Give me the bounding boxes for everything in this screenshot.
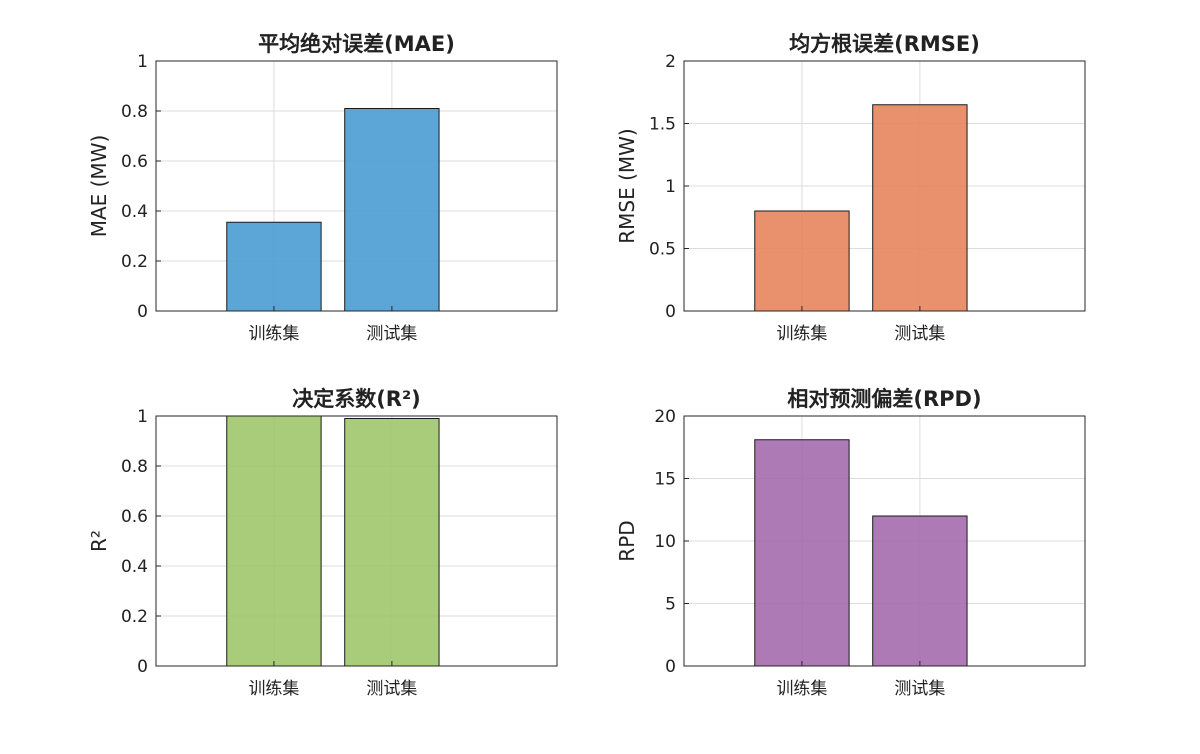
y-tick-label: 0.8 xyxy=(121,457,148,477)
y-tick-label: 10 xyxy=(654,532,676,552)
subplot-rmse: 0 0.5 1 1.5 2 训练集 测试集 均方根误差(RMSE) RMSE (MW) xyxy=(615,32,1086,344)
y-axis-label: RMSE (MW) xyxy=(615,128,639,243)
y-tick-label: 0.4 xyxy=(121,557,148,577)
axes-box xyxy=(155,60,558,312)
chart-title: 相对预测偏差(RPD) xyxy=(787,387,981,411)
subplot-rpd: 0 5 10 15 20 训练集 测试集 相对预测偏差(RPD) RPD xyxy=(615,387,1086,699)
bar-test xyxy=(344,108,440,312)
x-tick-label: 测试集 xyxy=(366,679,417,699)
y-tick-label: 20 xyxy=(654,407,676,427)
chart-title: 均方根误差(RMSE) xyxy=(789,32,980,56)
y-tick-label: 1.5 xyxy=(649,115,676,135)
y-axis-label: R² xyxy=(87,530,111,552)
axes-box xyxy=(683,60,1086,312)
bar-train xyxy=(754,439,850,667)
y-tick-label: 0.4 xyxy=(121,202,148,222)
subplot-r2: 0 0.2 0.4 0.6 0.8 1 训练集 测试集 决定系数(R²) R² xyxy=(87,387,558,699)
y-tick-label: 1 xyxy=(665,177,676,197)
y-tick-label: 1 xyxy=(137,52,148,72)
chart-title: 决定系数(R²) xyxy=(292,387,421,411)
bar-test xyxy=(344,418,440,667)
y-tick-label: 0.6 xyxy=(121,507,148,527)
axes-box xyxy=(155,415,558,667)
bar-test xyxy=(872,104,968,312)
bar-train xyxy=(226,415,322,667)
y-tick-label: 2 xyxy=(665,52,676,72)
x-tick-label: 训练集 xyxy=(248,324,299,344)
y-tick-label: 0.8 xyxy=(121,102,148,122)
bar-train xyxy=(754,210,850,312)
x-tick-label: 测试集 xyxy=(894,324,945,344)
y-tick-label: 0 xyxy=(137,657,148,677)
x-tick-label: 训练集 xyxy=(776,679,827,699)
axes-box xyxy=(683,415,1086,667)
x-tick-label: 测试集 xyxy=(366,324,417,344)
y-tick-label: 15 xyxy=(654,470,676,490)
y-tick-label: 1 xyxy=(137,407,148,427)
bar-train xyxy=(226,221,322,312)
y-tick-label: 0.6 xyxy=(121,152,148,172)
y-tick-label: 0 xyxy=(137,302,148,322)
bar-test xyxy=(872,515,968,667)
y-tick-label: 0.2 xyxy=(121,252,148,272)
x-tick-label: 训练集 xyxy=(776,324,827,344)
y-tick-label: 0 xyxy=(665,302,676,322)
y-axis-label: RPD xyxy=(615,520,639,561)
x-tick-label: 测试集 xyxy=(894,679,945,699)
y-axis-label: MAE (MW) xyxy=(87,135,111,238)
y-tick-label: 0 xyxy=(665,657,676,677)
subplot-mae: 0 0.2 0.4 0.6 0.8 1 训练集 测试集 平均绝对误差(MAE) MAE (MW) xyxy=(87,32,558,344)
y-tick-label: 0.2 xyxy=(121,607,148,627)
y-tick-label: 5 xyxy=(665,595,676,615)
x-tick-label: 训练集 xyxy=(248,679,299,699)
chart-title: 平均绝对误差(MAE) xyxy=(258,32,455,56)
y-tick-label: 0.5 xyxy=(649,240,676,260)
